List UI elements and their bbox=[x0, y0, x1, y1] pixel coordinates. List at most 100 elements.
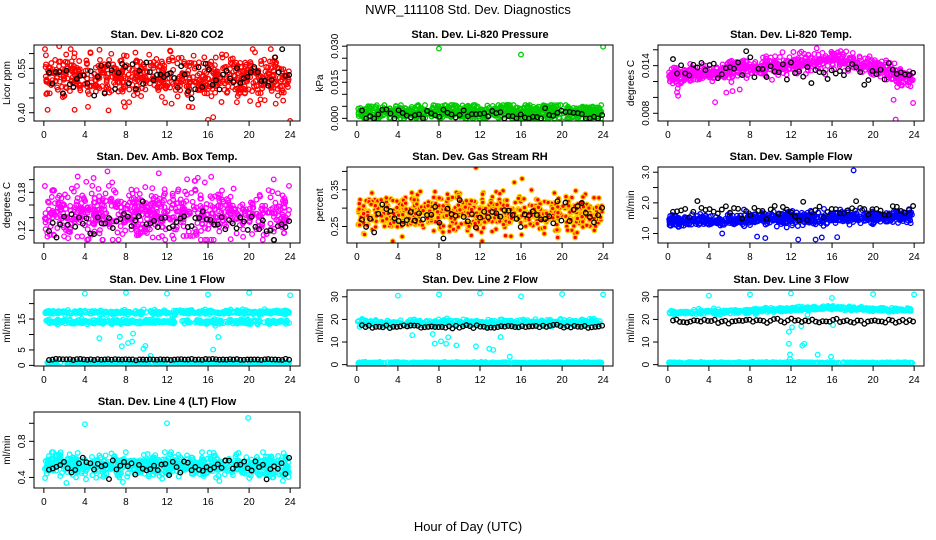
y-tick-label: 0.014 bbox=[641, 53, 652, 78]
hourly-point bbox=[718, 71, 725, 78]
data-point bbox=[517, 207, 524, 214]
hourly-point bbox=[885, 60, 892, 67]
data-point bbox=[267, 46, 274, 53]
data-point bbox=[507, 105, 514, 112]
data-point bbox=[174, 208, 181, 215]
hourly-point bbox=[678, 62, 685, 69]
data-point bbox=[52, 56, 59, 63]
x-tick-label: 24 bbox=[598, 130, 610, 141]
hourly-point bbox=[72, 223, 79, 230]
hourly-point bbox=[570, 206, 577, 213]
outlier-point bbox=[105, 107, 112, 114]
data-point bbox=[872, 64, 879, 71]
data-point bbox=[133, 187, 140, 194]
data-point bbox=[786, 215, 793, 222]
hourly-point bbox=[108, 67, 115, 74]
data-point bbox=[110, 218, 117, 225]
data-point bbox=[772, 53, 779, 60]
data-point bbox=[432, 188, 438, 195]
data-point bbox=[191, 206, 198, 213]
outlier-point bbox=[890, 96, 897, 103]
outlier-point bbox=[910, 100, 917, 106]
data-point bbox=[178, 54, 185, 61]
hourly-point bbox=[690, 61, 697, 68]
panel-title: Stan. Dev. Line 1 Flow bbox=[109, 274, 225, 286]
data-point bbox=[241, 210, 248, 217]
data-point bbox=[190, 203, 197, 210]
x-tick-label: 8 bbox=[436, 130, 442, 141]
data-point bbox=[197, 192, 204, 199]
hourly-point bbox=[444, 205, 451, 212]
data-point bbox=[368, 201, 375, 208]
hourly-point bbox=[767, 63, 774, 70]
data-point bbox=[850, 56, 857, 63]
data-point bbox=[85, 206, 92, 213]
data-point bbox=[177, 309, 184, 316]
data-point bbox=[114, 309, 121, 315]
hourly-point bbox=[432, 203, 439, 210]
hourly-point bbox=[119, 60, 126, 67]
data-point bbox=[279, 197, 286, 204]
data-point bbox=[273, 59, 280, 66]
data-point bbox=[260, 231, 267, 238]
data-point bbox=[849, 49, 856, 56]
data-point bbox=[208, 93, 215, 100]
hourly-point bbox=[265, 82, 272, 89]
data-point bbox=[725, 74, 732, 81]
data-point bbox=[101, 61, 108, 68]
x-tick-label: 8 bbox=[747, 252, 753, 263]
data-point bbox=[197, 195, 204, 202]
data-point bbox=[545, 199, 552, 206]
data-point bbox=[425, 202, 431, 209]
data-point bbox=[96, 230, 103, 237]
data-point bbox=[59, 94, 66, 100]
data-point bbox=[574, 229, 581, 236]
data-point bbox=[512, 199, 519, 206]
outlier-point bbox=[719, 230, 726, 237]
data-point bbox=[393, 198, 400, 205]
data-point bbox=[97, 227, 103, 234]
outlier-point bbox=[754, 233, 761, 240]
data-point bbox=[381, 223, 388, 230]
hourly-point bbox=[275, 69, 282, 76]
data-point bbox=[854, 215, 861, 222]
data-point bbox=[819, 49, 826, 56]
data-point bbox=[267, 194, 274, 201]
y-tick-label: 3.0 bbox=[641, 165, 652, 179]
data-point bbox=[237, 203, 244, 210]
data-point bbox=[440, 202, 447, 209]
points bbox=[42, 45, 294, 121]
data-point bbox=[821, 205, 827, 212]
hourly-point bbox=[800, 73, 807, 80]
hourly-point bbox=[759, 208, 766, 214]
data-point bbox=[506, 219, 513, 226]
data-point bbox=[480, 224, 487, 231]
data-point bbox=[62, 191, 68, 198]
hourly-point bbox=[136, 67, 143, 74]
data-point bbox=[48, 60, 55, 67]
outlier-point bbox=[850, 167, 857, 174]
outlier-point bbox=[729, 88, 736, 95]
data-point bbox=[123, 53, 130, 59]
data-point bbox=[116, 79, 123, 86]
data-point bbox=[126, 199, 133, 206]
data-point bbox=[117, 223, 124, 230]
data-point bbox=[568, 194, 575, 201]
hourly-point bbox=[550, 220, 557, 227]
hourly-point bbox=[468, 211, 475, 217]
hourly-point bbox=[244, 226, 251, 233]
data-point bbox=[822, 54, 828, 61]
hourly-point bbox=[98, 220, 105, 227]
data-point bbox=[551, 190, 558, 196]
hourly-point bbox=[61, 213, 67, 220]
data-point bbox=[900, 79, 907, 86]
data-point bbox=[122, 205, 129, 212]
data-point bbox=[51, 200, 58, 207]
data-point bbox=[274, 190, 281, 197]
hourly-point bbox=[796, 217, 803, 224]
data-point bbox=[133, 57, 140, 64]
hourly-point bbox=[710, 60, 717, 67]
data-point bbox=[138, 310, 145, 317]
hourly-point bbox=[128, 223, 135, 230]
data-point bbox=[681, 67, 688, 73]
